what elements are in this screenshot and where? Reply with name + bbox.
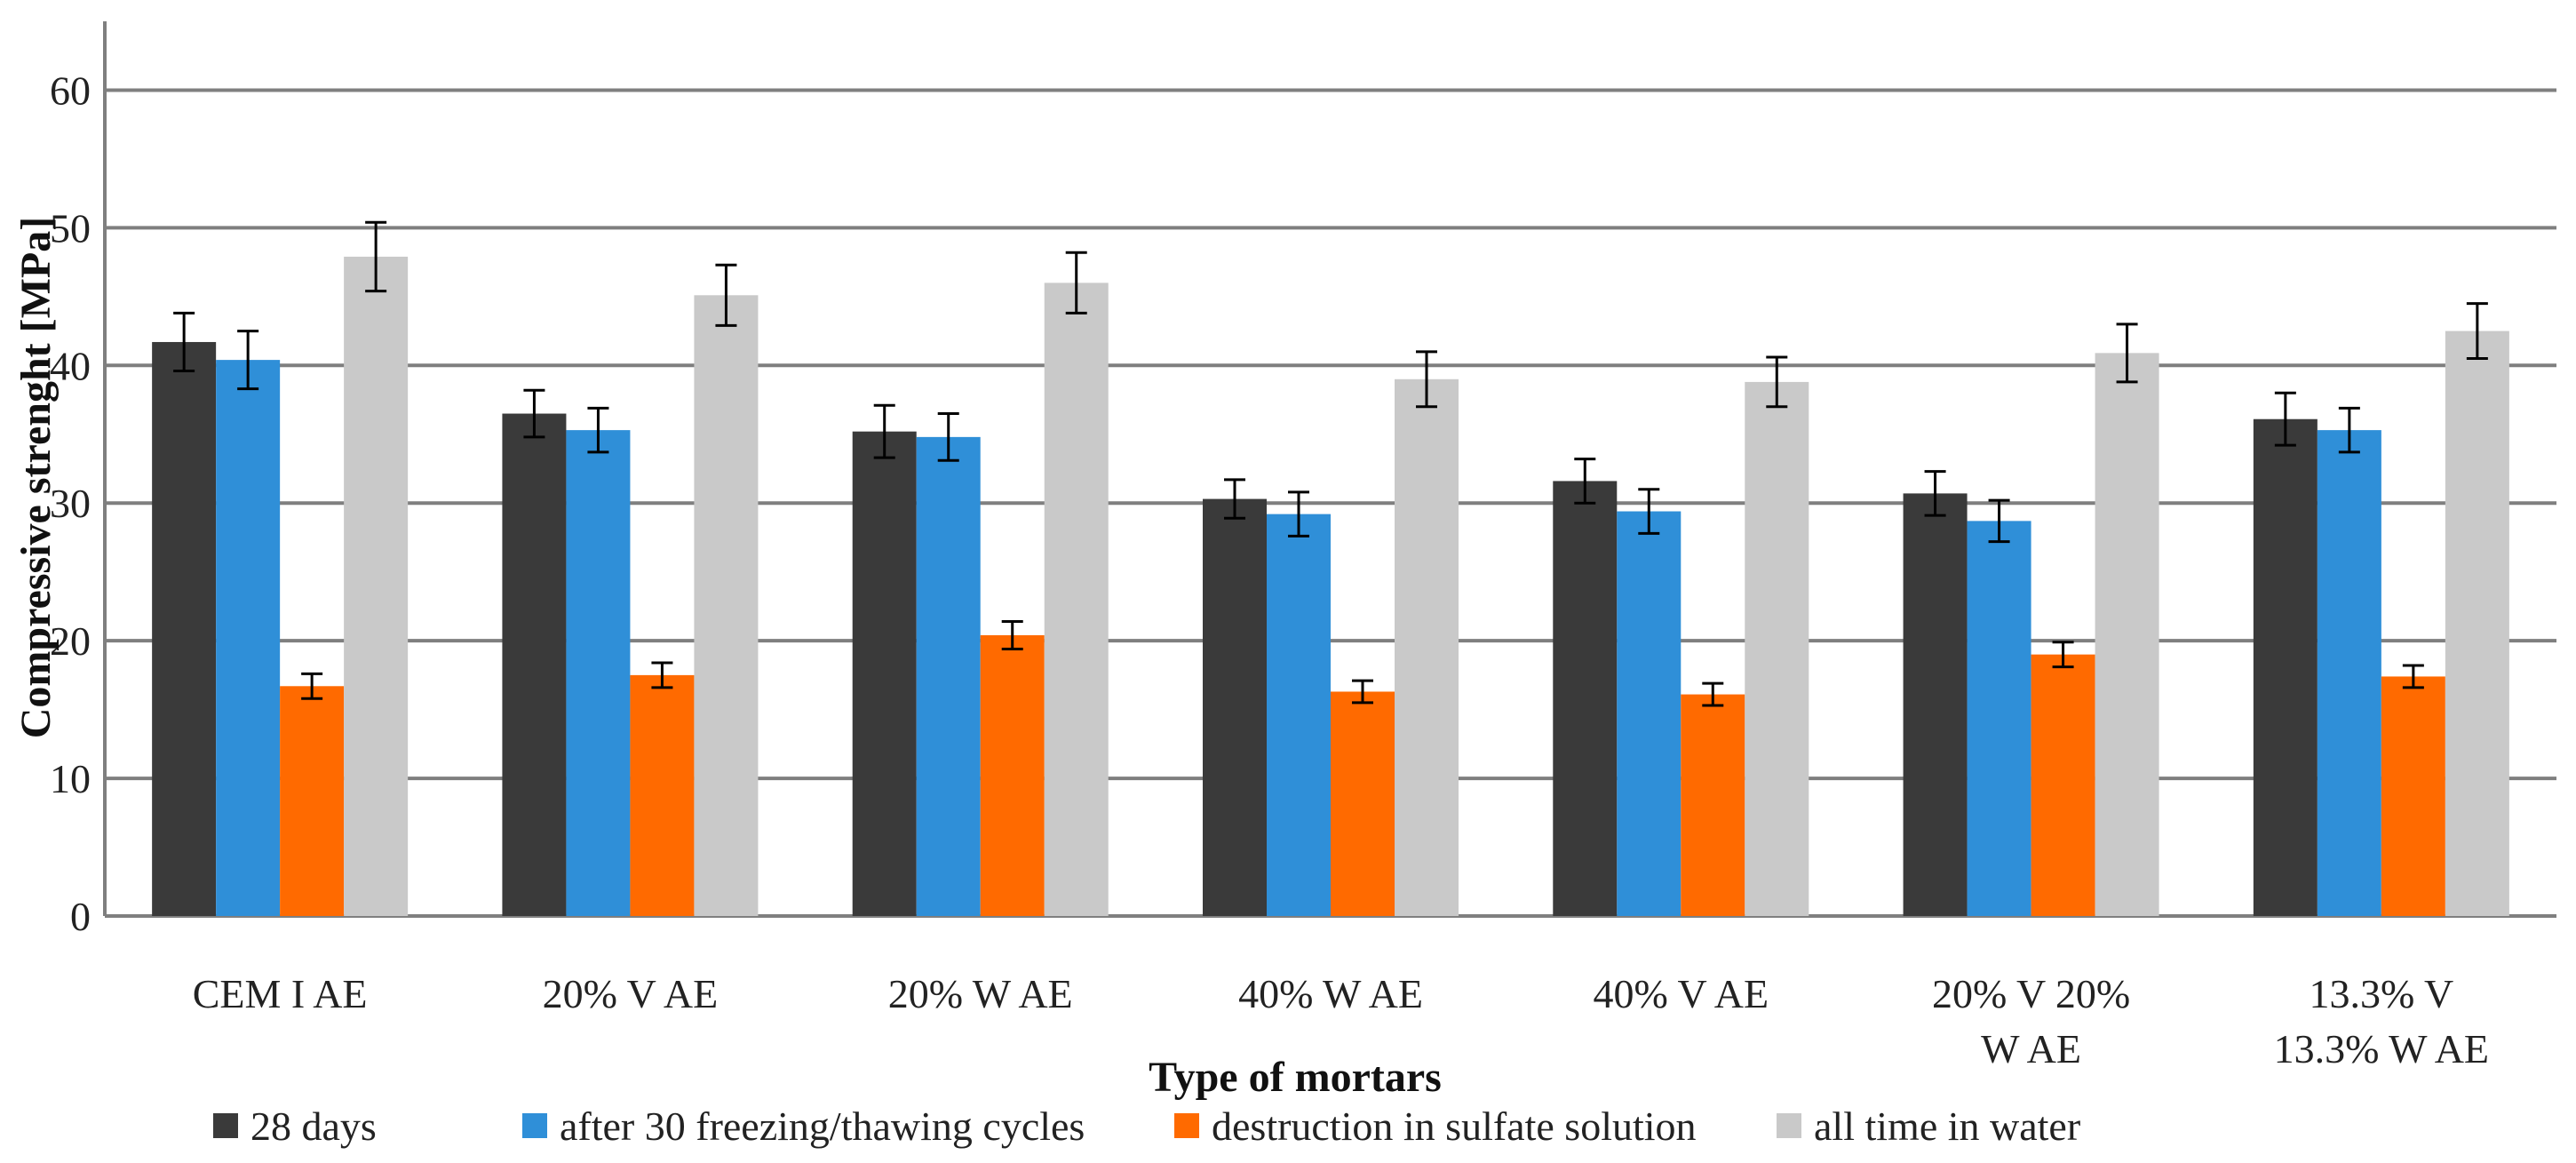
error-bar bbox=[1924, 470, 1946, 517]
bar bbox=[1553, 481, 1618, 916]
x-category-label: W AE bbox=[1981, 1026, 2081, 1071]
y-axis-title: Compressive strenght [MPa] bbox=[12, 217, 60, 738]
bar bbox=[344, 256, 409, 916]
error-bar bbox=[2274, 391, 2296, 447]
error-bar bbox=[2116, 323, 2138, 384]
error-bar bbox=[237, 330, 259, 391]
legend-label: all time in water bbox=[1814, 1103, 2080, 1149]
bar bbox=[502, 413, 567, 916]
error-bar bbox=[523, 388, 545, 439]
bar bbox=[1395, 378, 1459, 916]
legend-label: 28 days bbox=[250, 1103, 377, 1149]
error-bar bbox=[2052, 641, 2074, 669]
bar bbox=[1967, 521, 2031, 916]
bar bbox=[566, 430, 631, 916]
bar bbox=[980, 634, 1045, 916]
error-bar bbox=[1574, 458, 1596, 505]
x-axis-title: Type of mortars bbox=[1149, 1054, 1442, 1101]
y-tick-label: 60 bbox=[50, 68, 91, 113]
bar bbox=[1617, 511, 1682, 916]
error-bar bbox=[2402, 664, 2424, 689]
legend-swatch bbox=[1777, 1113, 1801, 1138]
error-bar bbox=[1001, 619, 1023, 650]
bar bbox=[152, 341, 217, 916]
legend-item: after 30 freezing/thawing cycles bbox=[522, 1103, 1085, 1149]
bar bbox=[1044, 283, 1109, 916]
x-category-label: 20% W AE bbox=[888, 971, 1073, 1016]
legend-item: all time in water bbox=[1777, 1103, 2080, 1149]
error-bar bbox=[2338, 406, 2360, 454]
y-tick-label: 10 bbox=[50, 756, 91, 801]
bar bbox=[2253, 418, 2318, 917]
legend-item: destruction in sulfate solution bbox=[1174, 1103, 1697, 1149]
bar bbox=[2445, 331, 2509, 917]
bar bbox=[916, 436, 981, 917]
y-tick-label: 50 bbox=[50, 205, 91, 251]
bar bbox=[1745, 381, 1809, 917]
y-tick-label: 20 bbox=[50, 618, 91, 664]
error-bar bbox=[1638, 488, 1660, 535]
bar bbox=[216, 360, 281, 916]
y-tick-label: 40 bbox=[50, 343, 91, 388]
error-bar bbox=[173, 311, 195, 373]
x-category-label: 20% V AE bbox=[543, 971, 719, 1016]
error-bars bbox=[173, 220, 2488, 707]
bar bbox=[1331, 691, 1395, 916]
y-tick-label: 30 bbox=[50, 481, 91, 526]
x-category-label: CEM I AE bbox=[193, 971, 368, 1016]
x-category-label: 40% W AE bbox=[1238, 971, 1423, 1016]
bar bbox=[1267, 514, 1331, 916]
error-bar bbox=[1702, 681, 1724, 707]
legend-label: destruction in sulfate solution bbox=[1212, 1103, 1697, 1149]
bar bbox=[2317, 430, 2381, 916]
error-bar bbox=[1416, 350, 1437, 409]
bar bbox=[280, 686, 345, 916]
error-bar bbox=[1288, 490, 1309, 538]
error-bar bbox=[937, 412, 959, 462]
bar bbox=[630, 674, 695, 916]
bar bbox=[1203, 498, 1267, 916]
legend-item: 28 days bbox=[213, 1103, 377, 1149]
y-tick-labels: 0 10 20 30 40 50 60 bbox=[50, 68, 91, 939]
x-category-label: 13.3% W AE bbox=[2274, 1026, 2489, 1071]
bar bbox=[2381, 676, 2445, 916]
legend-swatch bbox=[522, 1113, 547, 1138]
bar bbox=[2031, 654, 2095, 916]
error-bar bbox=[1766, 355, 1788, 409]
x-category-labels: CEM I AE 20% V AE 20% W AE 40% W AE 40% V AE… bbox=[193, 971, 2489, 1071]
legend: 28 days after 30 freezing/thawing cycles d… bbox=[213, 1103, 2080, 1149]
legend-label: after 30 freezing/thawing cycles bbox=[560, 1103, 1085, 1149]
y-tick-label: 0 bbox=[70, 894, 91, 939]
legend-swatch bbox=[1174, 1113, 1199, 1138]
error-bar bbox=[587, 406, 609, 454]
legend-swatch bbox=[213, 1113, 238, 1138]
bars bbox=[152, 256, 2509, 917]
error-bar bbox=[2466, 302, 2488, 361]
bar bbox=[1903, 493, 1968, 916]
bar bbox=[694, 295, 759, 916]
error-bar bbox=[873, 403, 895, 459]
error-bar bbox=[651, 661, 673, 689]
error-bar bbox=[365, 220, 387, 293]
error-bar bbox=[301, 672, 323, 700]
error-bar bbox=[1352, 679, 1373, 705]
x-category-label: 20% V 20% bbox=[1932, 971, 2130, 1016]
bar bbox=[852, 431, 917, 916]
bar bbox=[1681, 694, 1745, 916]
x-category-label: 13.3% V bbox=[2309, 971, 2453, 1016]
bar bbox=[2095, 353, 2159, 916]
error-bar bbox=[715, 263, 737, 327]
error-bar bbox=[1988, 498, 2010, 544]
error-bar bbox=[1224, 478, 1245, 520]
x-category-label: 40% V AE bbox=[1593, 971, 1769, 1016]
error-bar bbox=[1065, 251, 1087, 315]
